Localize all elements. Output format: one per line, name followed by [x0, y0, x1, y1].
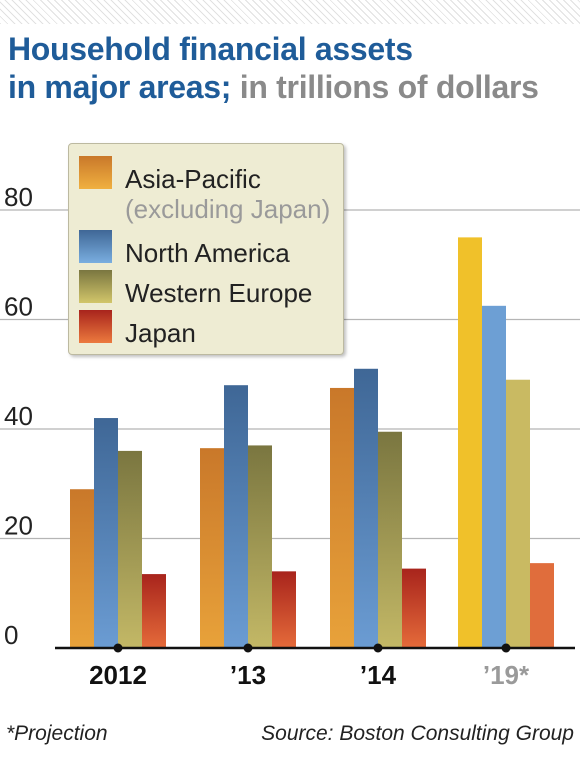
x-tick-label-2012: 2012: [89, 660, 147, 690]
bar-japan-14: [402, 568, 426, 648]
legend-swatch-western-europe: [79, 270, 112, 303]
chart-title-main: Household financial assets in major area…: [8, 31, 413, 105]
bar-asia-pacific-14: [330, 387, 354, 648]
bar-asia-pacific-13: [200, 448, 224, 648]
legend-swatch-north-america: [79, 230, 112, 263]
x-tick-dot-19: [501, 643, 511, 653]
legend-label-japan: Japan: [125, 318, 196, 348]
x-tick-dot-13: [243, 643, 253, 653]
y-tick-label-60: 60: [4, 292, 33, 322]
legend-label-asia-pacific: Asia-Pacific: [125, 164, 261, 194]
x-tick-dot-14: [373, 643, 383, 653]
bar-north-america-19: [482, 305, 506, 648]
legend-label-north-america: North America: [125, 238, 290, 268]
y-tick-label-80: 80: [4, 182, 33, 212]
y-tick-label-20: 20: [4, 511, 33, 541]
bar-north-america-14: [354, 368, 378, 648]
x-tick-dot-2012: [113, 643, 123, 653]
x-tick-label-13: ’13: [230, 660, 266, 690]
chart-subtitle: in trillions of dollars: [239, 69, 539, 105]
bar-asia-pacific-2012: [70, 489, 94, 648]
chart-legend: Asia-Pacific (excluding Japan) North Ame…: [68, 143, 344, 355]
x-tick-label-19: ’19*: [483, 660, 530, 690]
bar-western-europe-13: [248, 445, 272, 648]
bar-japan-13: [272, 571, 296, 648]
bar-north-america-2012: [94, 418, 118, 648]
projection-note: *Projection: [6, 722, 108, 745]
legend-note-asia-pacific: (excluding Japan): [125, 194, 331, 224]
source-note: Source: Boston Consulting Group: [261, 722, 574, 745]
y-tick-label-0: 0: [4, 620, 18, 650]
bar-western-europe-2012: [118, 450, 142, 648]
y-tick-label-40: 40: [4, 401, 33, 431]
legend-swatch-japan: [79, 310, 112, 343]
bar-japan-2012: [142, 574, 166, 648]
bar-western-europe-19: [506, 379, 530, 648]
x-tick-label-14: ’14: [360, 660, 397, 690]
bar-western-europe-14: [378, 431, 402, 648]
legend-label-western-europe: Western Europe: [125, 278, 313, 308]
bar-asia-pacific-19: [458, 237, 482, 648]
bar-japan-19: [530, 563, 554, 648]
bar-north-america-13: [224, 385, 248, 648]
legend-swatch-asia-pacific: [79, 156, 112, 189]
chart-title: Household financial assets in major area…: [8, 30, 539, 106]
